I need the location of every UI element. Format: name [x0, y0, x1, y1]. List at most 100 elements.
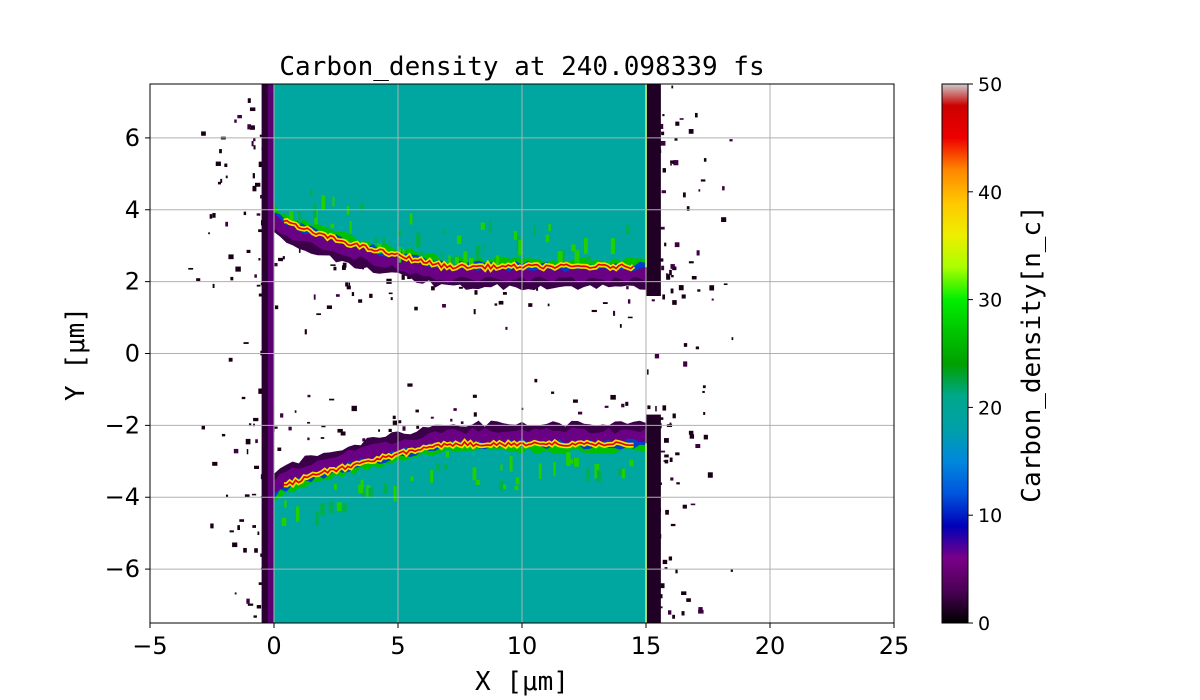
y-tick-label: 6	[125, 124, 140, 152]
halo-speck	[398, 420, 402, 424]
halo-speck	[201, 131, 206, 136]
halo-speck	[626, 286, 629, 290]
x-tick-label: −5	[132, 632, 167, 660]
filament	[518, 239, 522, 256]
halo-speck	[671, 274, 674, 278]
halo-speck	[254, 182, 261, 187]
halo-speck	[450, 418, 453, 422]
filament	[515, 477, 520, 485]
filament	[310, 188, 313, 197]
halo-speck	[333, 266, 337, 271]
halo-speck	[369, 293, 373, 298]
halo-speck	[237, 525, 240, 531]
halo-speck	[209, 214, 213, 219]
filament	[610, 238, 615, 255]
halo-speck	[682, 504, 687, 509]
y-axis: −6 −4 −2 0 2 4 6	[105, 124, 150, 583]
filament	[468, 257, 474, 270]
halo-speck	[348, 282, 351, 288]
halo-speck	[215, 161, 221, 166]
halo-speck	[698, 189, 701, 192]
filament	[397, 230, 401, 236]
halo-speck	[473, 412, 477, 417]
filament	[571, 244, 576, 252]
halo-speck	[678, 285, 684, 291]
halo-speck	[241, 396, 246, 400]
halo-speck	[237, 114, 242, 119]
halo-speck	[188, 267, 194, 270]
filament	[419, 251, 424, 261]
halo-speck	[672, 413, 676, 419]
halo-speck	[686, 598, 691, 602]
halo-speck	[661, 190, 666, 194]
halo-speck	[277, 447, 282, 451]
halo-speck	[672, 614, 676, 619]
x-tick-label: 0	[266, 632, 281, 660]
halo-speck	[602, 302, 608, 304]
filament	[416, 232, 421, 248]
filament	[472, 470, 477, 479]
halo-speck	[729, 139, 733, 142]
halo-speck	[702, 390, 705, 393]
filament	[488, 220, 492, 233]
halo-speck	[665, 509, 669, 515]
halo-speck	[672, 300, 677, 305]
halo-speck	[659, 226, 665, 230]
filament	[436, 464, 440, 471]
halo-speck	[669, 269, 672, 276]
halo-speck	[547, 303, 550, 307]
halo-speck	[688, 129, 694, 134]
halo-speck	[342, 262, 347, 268]
halo-speck	[243, 211, 247, 216]
halo-speck	[234, 592, 237, 595]
halo-speck	[258, 388, 263, 394]
halo-speck	[591, 309, 597, 313]
filament	[513, 231, 517, 240]
halo-speck	[258, 229, 264, 233]
halo-speck	[243, 342, 249, 344]
halo-speck	[256, 213, 261, 216]
halo-speck	[253, 145, 256, 150]
halo-speck	[253, 615, 257, 618]
filament	[451, 258, 456, 268]
halo-speck	[252, 525, 257, 528]
halo-speck	[228, 357, 233, 362]
halo-speck	[340, 431, 346, 436]
halo-speck	[414, 306, 418, 311]
halo-speck	[619, 324, 622, 328]
filament	[336, 502, 342, 512]
halo-speck	[627, 316, 633, 319]
halo-speck	[659, 583, 665, 589]
halo-speck	[208, 232, 210, 235]
halo-speck	[219, 149, 222, 154]
halo-speck	[702, 385, 706, 389]
y-axis-label: Y [μm]	[61, 307, 91, 401]
halo-speck	[378, 429, 381, 432]
filament	[382, 237, 386, 245]
upper-compressed-layer-red	[283, 219, 635, 271]
colorbar: 0 10 20 30 40 50 Carbon_density[n_c]	[941, 74, 1047, 635]
halo-speck	[460, 421, 464, 424]
filament	[321, 195, 326, 210]
filament	[346, 206, 350, 215]
halo-speck	[229, 530, 234, 533]
halo-speck	[304, 329, 307, 335]
halo-speck	[536, 286, 539, 291]
filament	[596, 470, 602, 483]
colorbar-tick-label: 0	[978, 613, 990, 635]
halo-speck	[362, 438, 366, 442]
halo-speck	[254, 548, 258, 553]
halo-speck	[669, 457, 673, 463]
lower-compressed-layer-red	[283, 440, 634, 486]
halo-speck	[664, 567, 668, 570]
halo-speck	[661, 265, 665, 271]
filament	[626, 224, 631, 235]
halo-speck	[212, 213, 216, 218]
halo-speck	[221, 433, 226, 437]
filament	[313, 203, 317, 218]
filament	[409, 213, 413, 225]
halo-speck	[249, 125, 255, 130]
y-tick-label: −4	[105, 483, 140, 511]
y-tick-label: −2	[105, 411, 140, 439]
filament	[368, 488, 374, 498]
